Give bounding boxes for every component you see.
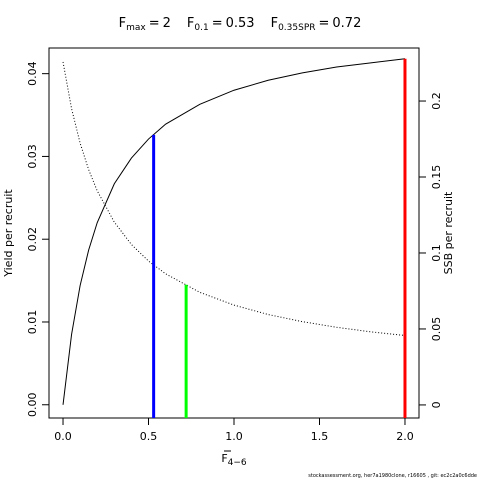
title-symbol: F xyxy=(187,16,194,31)
x-axis-label: F4−6 xyxy=(221,452,247,468)
y-tick-label: 0.01 xyxy=(26,310,39,335)
title-value: 2 xyxy=(163,16,171,31)
title-separator: = xyxy=(319,16,330,31)
title-subscript: 0.35SPR xyxy=(278,23,315,33)
title-subscript: 0.1 xyxy=(194,23,208,33)
y2-tick-label: 0.05 xyxy=(430,317,443,342)
x-label-subscript: 4−6 xyxy=(228,458,247,468)
y2-tick-label: 0.2 xyxy=(430,92,443,110)
footer: stockassessment.org, her7a1980clone, r16… xyxy=(308,473,477,479)
plot-frame xyxy=(48,47,420,419)
title-value: 0.72 xyxy=(332,16,361,31)
x-tick-label: 0.5 xyxy=(140,430,158,443)
y-tick-label: 0.00 xyxy=(26,393,39,418)
y2-tick-label: 0.15 xyxy=(430,165,443,190)
x-tick-label: 2.0 xyxy=(396,430,414,443)
y-tick-label: 0.04 xyxy=(26,61,39,86)
title-value: 0.53 xyxy=(226,16,255,31)
title-separator: = xyxy=(149,16,160,31)
title-symbol: F xyxy=(119,16,126,31)
y-tick-label: 0.03 xyxy=(26,144,39,169)
y2-axis-label: SSB per recruit xyxy=(442,191,455,274)
y2-tick-label: 0.1 xyxy=(430,244,443,261)
title-separator: = xyxy=(212,16,223,31)
x-tick-label: 0.0 xyxy=(54,430,72,443)
y2-tick-label: 0 xyxy=(430,401,443,408)
y-axis-label: Yield per recruit xyxy=(2,189,15,278)
x-tick-label: 1.0 xyxy=(225,430,243,443)
y-tick-label: 0.02 xyxy=(26,227,39,252)
title-subscript: max xyxy=(126,23,146,33)
series-line xyxy=(62,61,406,336)
x-label-symbol: F xyxy=(221,452,227,465)
x-tick-label: 1.5 xyxy=(311,430,329,443)
series-line xyxy=(62,58,406,405)
chart-title: Fmax = 2 F0.1 = 0.53 F0.35SPR = 0.72 xyxy=(119,16,362,33)
title-symbol: F xyxy=(271,16,278,31)
